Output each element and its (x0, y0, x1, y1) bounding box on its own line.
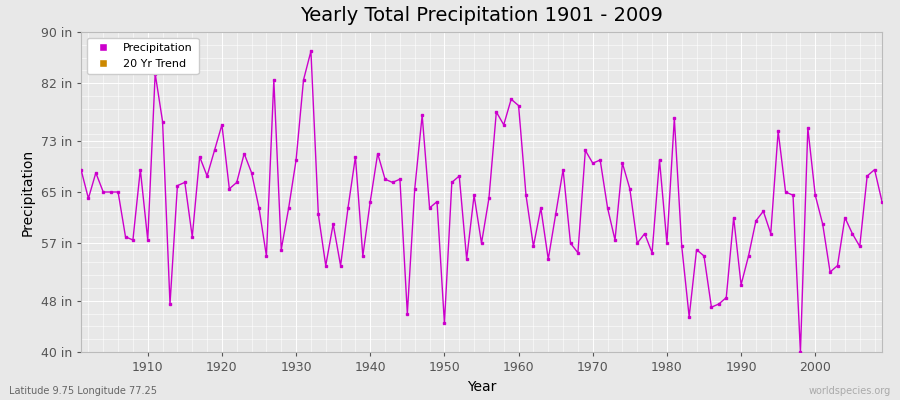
Text: Latitude 9.75 Longitude 77.25: Latitude 9.75 Longitude 77.25 (9, 386, 157, 396)
Title: Yearly Total Precipitation 1901 - 2009: Yearly Total Precipitation 1901 - 2009 (300, 6, 663, 25)
Legend: Precipitation, 20 Yr Trend: Precipitation, 20 Yr Trend (86, 38, 199, 74)
Text: worldspecies.org: worldspecies.org (809, 386, 891, 396)
X-axis label: Year: Year (467, 380, 496, 394)
Y-axis label: Precipitation: Precipitation (21, 148, 35, 236)
